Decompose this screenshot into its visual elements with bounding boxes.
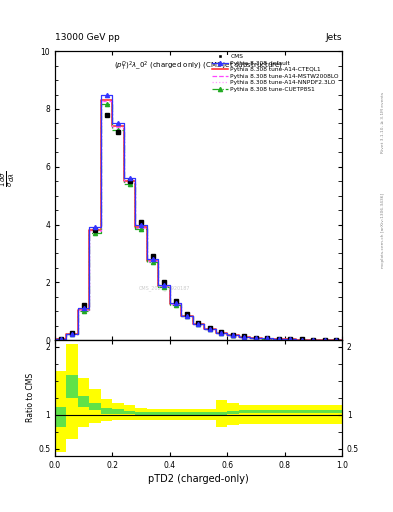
- Bar: [307, 410, 319, 413]
- Text: $\frac{1}{\sigma}\frac{d\sigma}{d\lambda}$: $\frac{1}{\sigma}\frac{d\sigma}{d\lambda…: [0, 171, 17, 187]
- Bar: [90, 389, 101, 423]
- Bar: [90, 402, 101, 410]
- Text: 13000 GeV pp: 13000 GeV pp: [55, 33, 120, 42]
- Bar: [124, 406, 135, 420]
- Bar: [147, 409, 158, 420]
- Bar: [147, 412, 158, 415]
- Bar: [216, 400, 227, 427]
- Bar: [227, 402, 239, 425]
- Text: $(p_T^D)^2\lambda\_0^2$ (charged only) (CMS jet substructure): $(p_T^D)^2\lambda\_0^2$ (charged only) (…: [114, 60, 283, 73]
- Text: Jets: Jets: [325, 33, 342, 42]
- Text: Rivet 3.1.10, ≥ 3.1M events: Rivet 3.1.10, ≥ 3.1M events: [381, 92, 385, 154]
- Bar: [193, 409, 204, 420]
- Bar: [250, 406, 262, 424]
- Text: mcplots.cern.ch [arXiv:1306.3436]: mcplots.cern.ch [arXiv:1306.3436]: [381, 193, 385, 268]
- X-axis label: pTD2 (charged-only): pTD2 (charged-only): [148, 474, 249, 484]
- Bar: [296, 406, 307, 424]
- Bar: [239, 410, 250, 413]
- Y-axis label: Ratio to CMS: Ratio to CMS: [26, 373, 35, 422]
- Bar: [101, 408, 112, 414]
- Bar: [204, 412, 216, 415]
- Bar: [296, 410, 307, 413]
- Bar: [158, 409, 170, 420]
- Bar: [78, 396, 90, 407]
- Bar: [193, 412, 204, 415]
- Bar: [66, 375, 78, 398]
- Bar: [250, 410, 262, 413]
- Bar: [135, 412, 147, 415]
- Bar: [239, 406, 250, 424]
- Bar: [216, 412, 227, 415]
- Bar: [181, 409, 193, 420]
- Bar: [307, 406, 319, 424]
- Bar: [262, 406, 273, 424]
- Bar: [227, 411, 239, 414]
- Text: CMS_2021_I1920187: CMS_2021_I1920187: [138, 285, 190, 291]
- Bar: [124, 411, 135, 414]
- Bar: [55, 407, 66, 427]
- Bar: [135, 408, 147, 420]
- Bar: [112, 410, 124, 414]
- Legend: CMS, Pythia 8.308 default, Pythia 8.308 tune-A14-CTEQL1, Pythia 8.308 tune-A14-M: CMS, Pythia 8.308 default, Pythia 8.308 …: [211, 53, 340, 93]
- Bar: [262, 410, 273, 413]
- Bar: [273, 406, 285, 424]
- Bar: [285, 406, 296, 424]
- Bar: [331, 410, 342, 413]
- Bar: [66, 344, 78, 439]
- Bar: [170, 409, 181, 420]
- Bar: [331, 406, 342, 424]
- Bar: [181, 412, 193, 415]
- Bar: [319, 410, 331, 413]
- Bar: [112, 402, 124, 420]
- Bar: [55, 371, 66, 452]
- Bar: [319, 406, 331, 424]
- Bar: [78, 377, 90, 427]
- Bar: [170, 412, 181, 415]
- Bar: [285, 410, 296, 413]
- Bar: [158, 412, 170, 415]
- Bar: [101, 398, 112, 421]
- Bar: [204, 409, 216, 420]
- Bar: [273, 410, 285, 413]
